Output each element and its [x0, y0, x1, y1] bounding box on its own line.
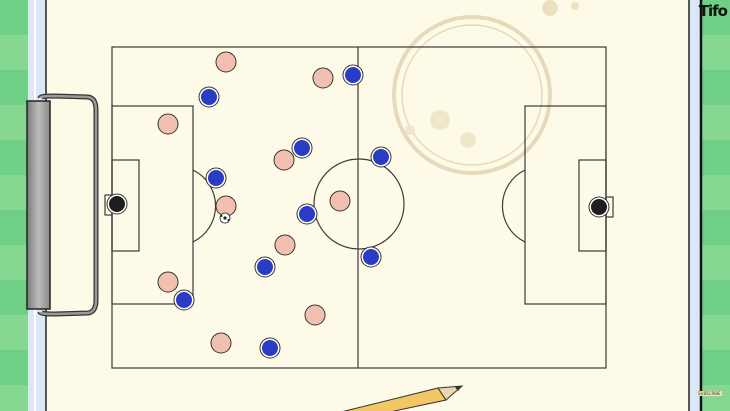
left-penalty-arc: [192, 169, 217, 243]
player-blue: [259, 337, 281, 359]
player-pink: [274, 234, 296, 256]
goalkeeper: [588, 196, 610, 218]
player-blue: [342, 64, 364, 86]
player-blue: [198, 86, 220, 108]
center-circle: [313, 158, 405, 250]
player-blue: [291, 137, 313, 159]
player-blue: [360, 246, 382, 268]
subscribe-watermark[interactable]: SUBSCRIBE: [697, 391, 722, 396]
player-pink: [157, 113, 179, 135]
board-edge-right: [688, 0, 701, 411]
tifo-logo: Tifo: [698, 2, 728, 20]
player-blue: [205, 167, 227, 189]
player-pink: [273, 149, 295, 171]
player-pink: [210, 332, 232, 354]
player-pink: [215, 51, 237, 73]
right-penalty-arc: [501, 169, 526, 243]
player-pink: [329, 190, 351, 212]
player-blue: [370, 146, 392, 168]
football-icon: [219, 212, 231, 224]
clipboard-clip-icon: [26, 93, 99, 317]
player-pink: [304, 304, 326, 326]
player-pink: [157, 271, 179, 293]
player-pink: [312, 67, 334, 89]
goalkeeper: [106, 193, 128, 215]
pencil-icon: [340, 385, 464, 411]
player-blue: [296, 203, 318, 225]
player-blue: [173, 289, 195, 311]
player-blue: [254, 256, 276, 278]
coffee-stain: [392, 0, 579, 175]
paper-sheet: [45, 0, 690, 411]
